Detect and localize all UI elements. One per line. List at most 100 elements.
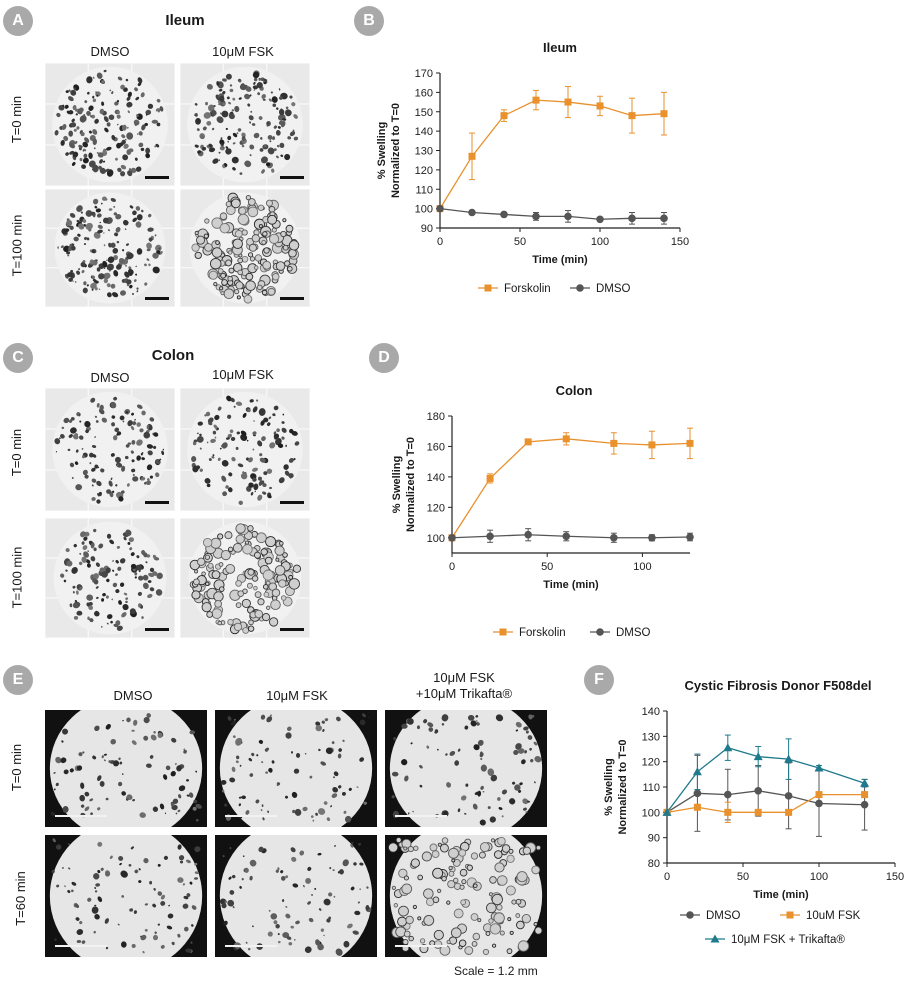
data-point bbox=[660, 110, 668, 118]
micrograph-colon-dmso-t0 bbox=[45, 388, 175, 511]
x-tick-label: 150 bbox=[886, 871, 904, 883]
data-point bbox=[686, 439, 694, 447]
scale-bar bbox=[395, 945, 447, 947]
legend-item: DMSO bbox=[680, 910, 741, 922]
panel-a-col-label-dmso: DMSO bbox=[90, 44, 130, 59]
data-point bbox=[648, 533, 656, 542]
legend-marker bbox=[596, 628, 604, 636]
y-axis-label: % Swelling bbox=[603, 758, 615, 815]
panel-c-row-label-t0: T=0 min bbox=[9, 428, 25, 477]
y-tick-label: 180 bbox=[427, 411, 445, 423]
legend-label: DMSO bbox=[616, 627, 651, 639]
micrograph-cf-trikafta-t0 bbox=[385, 710, 547, 827]
micrograph-ileum-fsk-t100 bbox=[180, 189, 310, 307]
data-point bbox=[784, 754, 794, 763]
data-point bbox=[648, 441, 656, 449]
y-tick-label: 100 bbox=[642, 807, 660, 819]
panel-d-badge: D bbox=[369, 343, 399, 373]
legend-label: Forskolin bbox=[504, 283, 551, 295]
data-point bbox=[532, 96, 540, 104]
scale-bar bbox=[280, 176, 304, 179]
y-axis-label: Normalized to T=0 bbox=[617, 739, 629, 834]
legend-marker bbox=[786, 911, 794, 919]
x-tick-label: 100 bbox=[810, 871, 828, 883]
chart-svg: Colon 100 120 140 160 180 0 50 100 Time (min) % Sw… bbox=[391, 383, 694, 639]
panel-e-badge: E bbox=[3, 665, 33, 695]
data-point bbox=[754, 808, 762, 816]
series-1 bbox=[436, 204, 668, 225]
data-point bbox=[693, 789, 702, 798]
chart-ileum-swelling: Ileum 90 100 110 120 130 140 150 160 170 0 50 100 150… bbox=[360, 30, 700, 305]
series-0 bbox=[436, 86, 668, 213]
chart-title: Ileum bbox=[543, 40, 577, 55]
panel-e-col-label-dmso: DMSO bbox=[113, 688, 153, 703]
panel-a-badge: A bbox=[3, 6, 33, 36]
data-point bbox=[784, 792, 793, 800]
panel-c-row-label-t100: T=100 min bbox=[9, 546, 25, 609]
data-point bbox=[724, 790, 732, 799]
y-tick-label: 130 bbox=[415, 146, 433, 158]
data-point bbox=[500, 112, 508, 120]
data-point bbox=[532, 212, 540, 221]
series-line bbox=[451, 438, 691, 539]
panel-c-col-label-fsk: 10μM FSK bbox=[212, 367, 274, 382]
panel-e-col-label-fsk-trikafta-line1: 10μM FSK bbox=[433, 670, 495, 685]
scale-bar bbox=[280, 628, 304, 631]
y-tick-label: 140 bbox=[642, 706, 660, 718]
data-point bbox=[486, 474, 494, 482]
data-point bbox=[468, 152, 476, 160]
scale-bar bbox=[55, 815, 107, 817]
x-tick-label: 100 bbox=[633, 561, 651, 573]
scale-bar bbox=[280, 501, 304, 504]
legend-label: 10uM FSK bbox=[806, 910, 861, 922]
series-line bbox=[439, 99, 665, 209]
y-tick-label: 120 bbox=[427, 502, 445, 514]
chart-cf-donor-swelling: Cystic Fibrosis Donor F508del 80 90 100 110 1… bbox=[590, 670, 910, 955]
x-axis-label: Time (min) bbox=[543, 579, 599, 591]
y-tick-label: 90 bbox=[648, 833, 660, 845]
y-tick-label: 160 bbox=[427, 441, 445, 453]
chart-svg: Ileum 90 100 110 120 130 140 150 160 170 0 50 100 150… bbox=[376, 40, 689, 295]
panel-b-badge: B bbox=[354, 6, 384, 36]
y-tick-label: 140 bbox=[427, 472, 445, 484]
data-point bbox=[815, 799, 823, 808]
legend-item: DMSO bbox=[570, 283, 631, 295]
x-tick-label: 50 bbox=[541, 561, 553, 573]
data-point bbox=[860, 800, 869, 809]
legend-marker bbox=[710, 934, 720, 943]
legend-label: Forskolin bbox=[519, 627, 566, 639]
y-axis-label: % Swelling bbox=[391, 456, 403, 513]
data-point bbox=[564, 98, 572, 106]
data-point bbox=[610, 439, 618, 447]
panel-a-row-label-t0: T=0 min bbox=[9, 95, 25, 144]
x-tick-label: 0 bbox=[664, 871, 670, 883]
data-point bbox=[524, 530, 532, 539]
data-point bbox=[815, 791, 823, 799]
y-tick-label: 120 bbox=[642, 757, 660, 769]
y-axis-label: % Swelling bbox=[376, 122, 388, 179]
chart-svg: Cystic Fibrosis Donor F508del 80 90 100 110 1… bbox=[603, 678, 904, 946]
data-point bbox=[861, 791, 869, 799]
x-tick-label: 0 bbox=[449, 561, 455, 573]
x-tick-label: 150 bbox=[671, 236, 689, 248]
panel-f-badge: F bbox=[584, 665, 614, 695]
panel-c-badge: C bbox=[3, 343, 33, 373]
y-tick-label: 80 bbox=[648, 858, 660, 870]
series-0 bbox=[663, 754, 869, 837]
scale-bar bbox=[225, 945, 277, 947]
micrograph-cf-dmso-t0 bbox=[45, 710, 207, 827]
panel-e-row-label-t0: T=0 min bbox=[9, 743, 25, 792]
data-point bbox=[628, 214, 636, 223]
x-tick-label: 50 bbox=[737, 871, 749, 883]
panel-e-row-label-t60: T=60 min bbox=[12, 871, 28, 926]
micrograph-cf-trikafta-t60 bbox=[385, 835, 547, 957]
panel-a-col-label-fsk: 10μM FSK bbox=[212, 44, 274, 59]
data-point bbox=[693, 803, 701, 811]
legend-marker bbox=[686, 911, 694, 919]
panel-a-row-label-t100: T=100 min bbox=[9, 214, 25, 277]
data-point bbox=[662, 807, 672, 816]
scale-bar bbox=[55, 945, 107, 947]
legend-label: 10μM FSK + Trikafta® bbox=[731, 934, 845, 946]
panel-c-col-label-dmso: DMSO bbox=[90, 370, 130, 385]
legend-item: Forskolin bbox=[493, 627, 566, 639]
